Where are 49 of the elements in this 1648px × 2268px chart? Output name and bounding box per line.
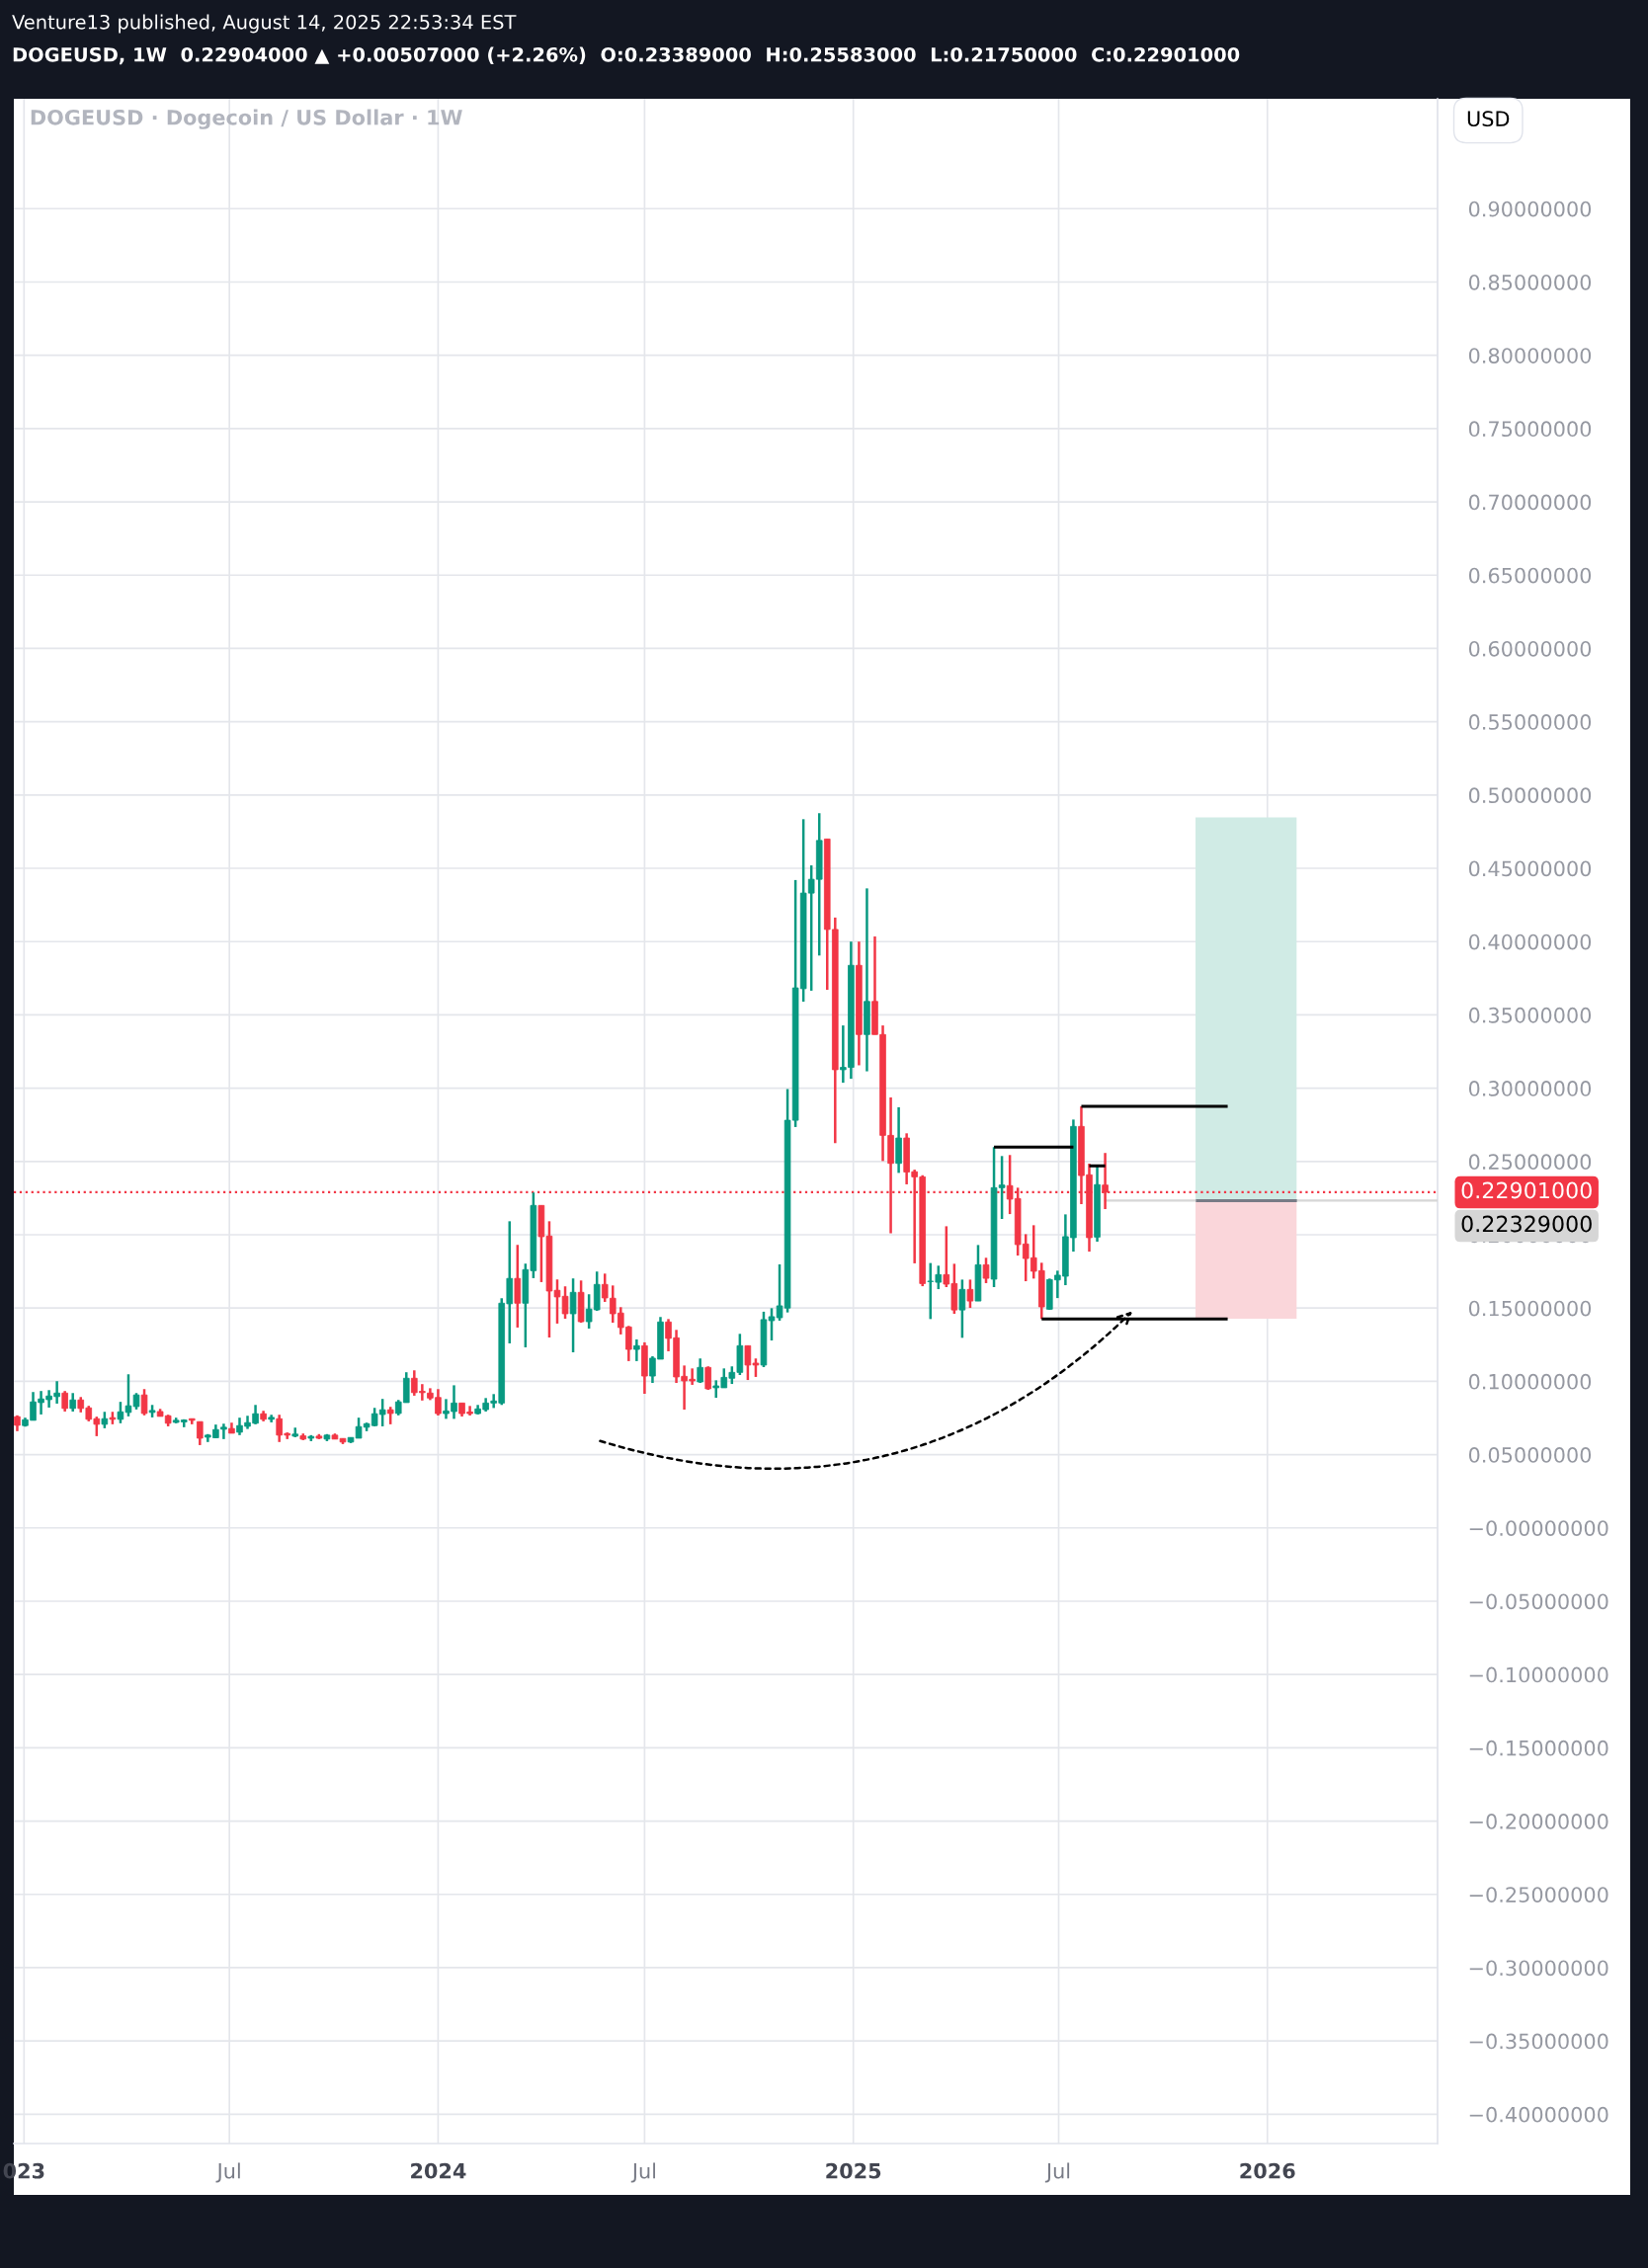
y-tick-label: 0.15000000 — [1468, 1300, 1592, 1317]
candlestick — [140, 1388, 148, 1418]
y-tick-label: −0.25000000 — [1469, 1887, 1608, 1903]
y-tick-label: 0.35000000 — [1468, 1007, 1592, 1023]
ref-line-label: 0.22329000 — [1461, 1215, 1592, 1233]
y-tick-label: −0.05000000 — [1469, 1593, 1608, 1610]
y-tick-label: −0.00000000 — [1469, 1520, 1608, 1536]
y-tick-label: −0.35000000 — [1469, 2033, 1608, 2050]
x-tick-label: 2024 — [411, 2162, 466, 2179]
candlestick — [69, 1392, 76, 1414]
candlestick — [197, 1419, 204, 1447]
candlestick — [633, 1337, 640, 1363]
candlestick — [61, 1389, 68, 1414]
text: Venture13 published, August 14, 2025 22:53:34 EST — [12, 14, 517, 34]
y-tick-label: −0.40000000 — [1469, 2106, 1608, 2123]
y-tick-label: 0.55000000 — [1468, 714, 1592, 730]
candlestick — [958, 1278, 966, 1339]
y-tick-label: −0.30000000 — [1469, 1960, 1608, 1977]
y-tick-label: −0.10000000 — [1469, 1666, 1608, 1683]
text: DOGEUSD, 1W 0.22904000 ▲ +0.00507000 (+2.26%) O:0.23389000 H:0.25583000 L:0.21750000 C:0.22901000 — [13, 46, 1240, 65]
y-tick-label: 0.65000000 — [1468, 567, 1592, 584]
x-tick-label: Jul — [215, 2162, 240, 2183]
candlestick — [704, 1365, 711, 1392]
y-tick-label: 0.05000000 — [1468, 1447, 1592, 1463]
y-tick-label: 0.30000000 — [1468, 1081, 1592, 1096]
y-tick-label: −0.15000000 — [1469, 1740, 1608, 1756]
candlestick — [982, 1256, 990, 1285]
text: USD — [1467, 111, 1510, 127]
y-tick-label: 0.60000000 — [1468, 640, 1592, 657]
y-tick-label: 0.75000000 — [1468, 421, 1592, 438]
y-tick-label: 0.90000000 — [1468, 201, 1592, 217]
x-tick-label: Jul — [1044, 2162, 1070, 2183]
y-tick-label: 0.70000000 — [1468, 494, 1592, 511]
x-tick-label: 2026 — [1240, 2162, 1295, 2179]
y-tick-label: 0.10000000 — [1468, 1373, 1592, 1390]
candlestick — [966, 1278, 974, 1310]
y-tick-label: 0.40000000 — [1468, 933, 1592, 950]
x-tick-label: Jul — [630, 2162, 656, 2183]
candlestick — [697, 1356, 703, 1385]
y-tick-label: 0.50000000 — [1468, 787, 1592, 804]
y-tick-label: −0.20000000 — [1469, 1814, 1608, 1829]
x-tick-label: 2025 — [826, 2162, 881, 2179]
ref-line-label: 0.22901000 — [1461, 1181, 1592, 1199]
y-tick-label: 0.45000000 — [1468, 860, 1592, 877]
candlestick — [569, 1276, 577, 1354]
y-tick-label: 0.80000000 — [1468, 348, 1592, 364]
chart-title: DOGEUSD · Dogecoin / US Dollar · 1W — [31, 109, 462, 129]
y-tick-label: 0.25000000 — [1468, 1154, 1592, 1171]
y-tick-label: 0.85000000 — [1468, 274, 1592, 290]
